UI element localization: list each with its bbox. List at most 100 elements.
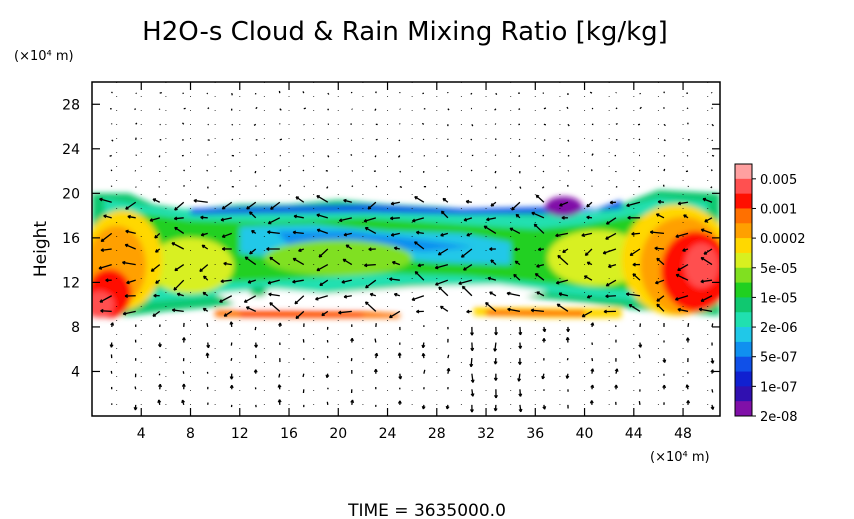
colorbar-label: 0.001: [760, 202, 797, 217]
vector-shaft: [558, 293, 569, 297]
wind-vector-499: [663, 155, 666, 157]
fringe-top: [190, 200, 622, 215]
vector-head: [556, 303, 561, 308]
wind-vector-300: [439, 305, 449, 312]
vector-head: [507, 307, 511, 312]
vector-shaft: [244, 295, 257, 303]
vector-shaft: [343, 232, 352, 236]
vector-head: [589, 400, 594, 404]
wind-vector-290: [422, 138, 425, 141]
vector-shaft: [351, 185, 354, 188]
wind-vector-425: [590, 322, 595, 328]
vector-head: [506, 291, 511, 296]
wind-vector-277: [421, 342, 426, 349]
vector-head: [682, 248, 686, 252]
vector-shaft: [710, 91, 713, 94]
vector-shaft: [389, 278, 400, 281]
vector-head: [155, 280, 159, 284]
vector-shaft: [435, 279, 449, 286]
low-layer-2-core: [486, 310, 585, 316]
vector-head: [586, 294, 591, 299]
wind-vector-509: [687, 323, 690, 328]
wind-vector-418: [566, 106, 569, 110]
colorbar-swatch: [735, 208, 752, 224]
vector-head: [364, 263, 368, 268]
vector-shaft: [302, 155, 305, 157]
vector-head: [173, 286, 178, 291]
wind-vector-164: [279, 138, 283, 141]
wind-vector-52: [155, 248, 161, 253]
wind-vector-291: [421, 122, 425, 125]
vector-head: [364, 301, 369, 305]
vector-head: [277, 399, 282, 403]
vector-shaft: [318, 248, 329, 258]
vector-shaft: [559, 201, 569, 207]
vector-shaft: [389, 310, 401, 319]
wind-vector-55: [152, 198, 161, 203]
vector-shaft: [374, 155, 377, 158]
wind-vector-113: [220, 279, 232, 284]
vector-head: [469, 409, 474, 413]
wind-vector-512: [675, 273, 689, 281]
wind-vector-226: [350, 153, 353, 156]
wind-vector-490: [656, 295, 665, 302]
vector-head: [203, 275, 207, 280]
vector-head: [698, 307, 703, 312]
vector-head: [483, 225, 488, 230]
vector-head: [318, 254, 323, 258]
vector-head: [369, 292, 374, 297]
wind-vector-6: [100, 308, 112, 313]
vector-shaft: [326, 186, 329, 189]
vector-shaft: [471, 124, 474, 127]
band-blue: [276, 231, 474, 252]
wind-vector-241: [368, 247, 376, 252]
x-tick-label: 32: [477, 426, 495, 442]
wind-vector-248: [375, 138, 378, 141]
vector-head: [393, 292, 398, 297]
wind-vector-114: [223, 261, 232, 266]
vector-shaft: [231, 92, 233, 96]
wind-vector-117: [220, 217, 232, 222]
vector-shaft: [638, 401, 641, 405]
patch-2: [147, 237, 234, 294]
vector-shaft: [171, 242, 185, 250]
wind-vector-90: [202, 307, 209, 312]
wind-vector-148: [277, 384, 282, 390]
wind-vector-157: [266, 247, 280, 251]
wind-vector-99: [206, 169, 209, 172]
wind-vector-7: [99, 295, 113, 303]
colorbar-swatch: [735, 341, 752, 358]
wind-vector-128: [253, 369, 258, 374]
wind-vector-401: [565, 373, 570, 379]
vector-head: [518, 345, 523, 349]
wind-vector-332: [470, 138, 473, 141]
vector-head: [463, 217, 468, 222]
vector-shaft: [350, 153, 353, 156]
vector-shaft: [446, 155, 449, 157]
wind-vector-407: [555, 279, 569, 285]
vector-head: [292, 279, 296, 284]
vector-head: [710, 406, 715, 410]
wind-vector-383: [542, 326, 547, 333]
wind-vector-247: [374, 155, 377, 158]
wind-vector-261: [391, 260, 401, 266]
vector-shaft: [704, 217, 713, 223]
vector-head: [631, 231, 635, 236]
wind-vector-364: [506, 291, 521, 297]
wind-vector-91: [202, 291, 209, 297]
wind-vector-411: [561, 215, 568, 220]
wind-vector-351: [494, 170, 497, 174]
wind-vector-543: [711, 123, 714, 127]
wind-vector-428: [583, 275, 593, 281]
wind-vector-368: [509, 227, 521, 234]
vector-shaft: [605, 295, 616, 297]
wind-vector-479: [638, 138, 641, 141]
vector-head: [249, 250, 253, 255]
vector-shaft: [584, 275, 593, 281]
colorbar-label: 5e-05: [760, 262, 798, 277]
wind-vector-75: [173, 216, 184, 221]
wind-vector-320: [470, 326, 474, 336]
wind-vector-217: [343, 294, 352, 299]
wind-vector-187: [303, 107, 306, 110]
vector-head: [493, 348, 498, 352]
